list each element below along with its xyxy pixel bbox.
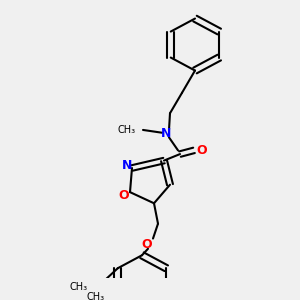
Text: CH₃: CH₃ xyxy=(87,292,105,300)
Text: N: N xyxy=(161,127,171,140)
Text: O: O xyxy=(119,189,129,202)
Text: O: O xyxy=(197,144,207,157)
Text: CH₃: CH₃ xyxy=(118,125,136,135)
Text: O: O xyxy=(142,238,152,250)
Text: CH₃: CH₃ xyxy=(70,282,88,292)
Text: N: N xyxy=(122,159,132,172)
